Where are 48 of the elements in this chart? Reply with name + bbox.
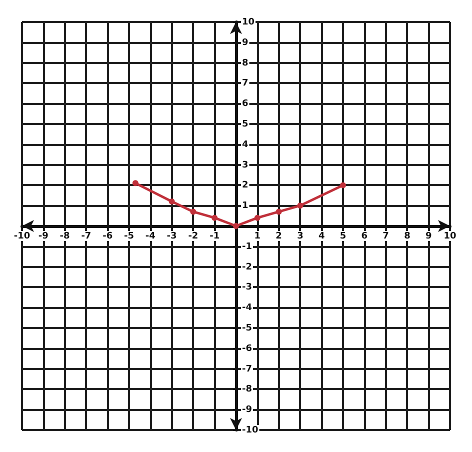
point <box>297 202 304 209</box>
y-tick-label: -6 <box>242 344 252 354</box>
y-tick-label: -8 <box>242 384 252 395</box>
y-tick-label: -9 <box>242 405 252 416</box>
y-tick-label: 3 <box>242 160 248 170</box>
y-tick-label: -10 <box>242 426 258 436</box>
y-tick-label: 6 <box>242 99 248 110</box>
y-tick-label: 4 <box>242 140 248 150</box>
x-tick-label: 5 <box>340 232 346 242</box>
x-tick-label: -6 <box>102 232 113 242</box>
x-tick-label: -4 <box>145 232 156 242</box>
y-tick-label: -2 <box>242 262 252 272</box>
y-tick-label: 5 <box>242 120 248 130</box>
x-tick-label: 9 <box>425 232 432 242</box>
point <box>233 223 239 229</box>
x-tick-label: 7 <box>382 232 389 242</box>
y-tick-label: 2 <box>242 180 248 191</box>
point <box>212 214 218 221</box>
y-tick-label: 8 <box>242 58 248 68</box>
x-tick-label: -5 <box>124 232 134 242</box>
x-tick-label: 8 <box>404 232 410 242</box>
x-tick-label: 2 <box>276 232 282 242</box>
y-tick-label: -4 <box>242 303 252 314</box>
point <box>254 214 260 221</box>
y-tick-label: 1 <box>242 201 248 212</box>
x-tick-label: -3 <box>166 232 177 242</box>
x-tick-label: -1 <box>210 232 220 242</box>
x-tick-label: 3 <box>297 232 304 242</box>
point <box>190 208 196 215</box>
y-tick-label: -7 <box>242 364 252 374</box>
x-tick-label: 10 <box>444 232 456 242</box>
point <box>276 208 282 215</box>
y-tick-label: -5 <box>242 324 252 334</box>
y-tick-label: 9 <box>242 38 248 48</box>
point <box>340 182 346 188</box>
x-tick-label: 4 <box>318 232 325 242</box>
y-tick-label: -3 <box>242 282 252 293</box>
x-tick-label: -7 <box>81 232 92 242</box>
y-tick-label: -1 <box>242 242 252 252</box>
x-tick-label: -10 <box>14 232 30 242</box>
x-tick-label: -9 <box>38 232 48 242</box>
y-tick-label: 7 <box>242 78 248 89</box>
x-tick-label: 6 <box>361 232 368 242</box>
point <box>132 180 138 186</box>
x-tick-label: -2 <box>188 232 198 242</box>
x-tick-label: -8 <box>60 232 70 242</box>
y-tick-label: 10 <box>242 18 255 28</box>
point <box>168 198 175 205</box>
